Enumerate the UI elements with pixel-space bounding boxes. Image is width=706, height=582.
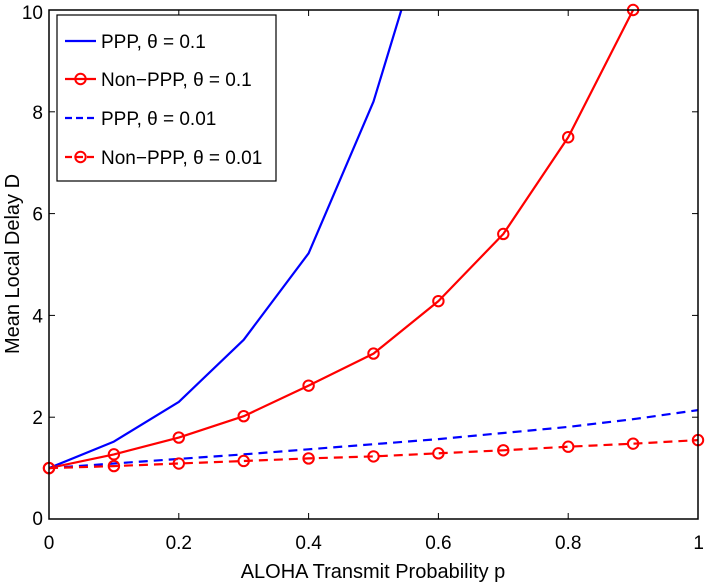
data-point: [432, 294, 445, 308]
legend-entry-label: Non−PPP, θ = 0.01: [101, 148, 262, 169]
data-point: [237, 409, 250, 423]
series-clip-group: [49, 10, 698, 470]
legend: PPP, θ = 0.1 Non−PPP, θ = 0.1 PPP, θ = 0.0…: [56, 14, 277, 182]
data-point: [497, 227, 510, 241]
data-point: [432, 447, 445, 460]
y-axis-label: Mean Local Delay D: [2, 174, 24, 354]
data-point: [562, 440, 575, 453]
series-line-3: [49, 409, 698, 470]
series-line-4: [49, 439, 698, 470]
legend-marker: [74, 150, 87, 164]
series-line-2: [49, 10, 635, 470]
legend-box: [56, 14, 277, 182]
x-tick-label: 1: [693, 533, 704, 554]
x-tick-label: 0.8: [555, 533, 581, 554]
y-tick-label: 10: [22, 3, 43, 24]
data-point: [367, 450, 380, 463]
data-point: [562, 131, 575, 144]
data-point: [107, 459, 121, 473]
data-point: [302, 379, 315, 392]
data-point: [497, 444, 510, 457]
data-point: [237, 454, 250, 468]
y-tick-label: 6: [32, 205, 43, 226]
x-tick-label: 0: [44, 533, 55, 554]
data-point: [367, 347, 380, 360]
data-point: [172, 431, 186, 444]
x-tick-label: 0.2: [166, 533, 192, 554]
legend-entry-label: PPP, θ = 0.1: [101, 32, 206, 53]
data-point: [107, 448, 121, 461]
y-tick-label: 4: [32, 306, 43, 327]
y-tick-label: 0: [32, 509, 43, 530]
legend-entry-label: Non−PPP, θ = 0.1: [101, 70, 252, 91]
x-tick-label: 0.4: [295, 533, 322, 554]
data-point: [172, 457, 186, 470]
series-layer: [42, 3, 705, 475]
y-tick-label: 8: [32, 103, 43, 124]
x-tick-label: 0.6: [425, 533, 451, 554]
legend-marker: [74, 72, 87, 86]
y-tick-label: 2: [32, 408, 43, 429]
x-axis-label: ALOHA Transmit Probability p: [241, 561, 506, 582]
plot-frame: [48, 9, 699, 520]
data-point: [302, 452, 315, 465]
series-line-1: [49, 10, 403, 470]
data-point: [626, 437, 640, 450]
legend-entry-label: PPP, θ = 0.01: [101, 109, 216, 130]
